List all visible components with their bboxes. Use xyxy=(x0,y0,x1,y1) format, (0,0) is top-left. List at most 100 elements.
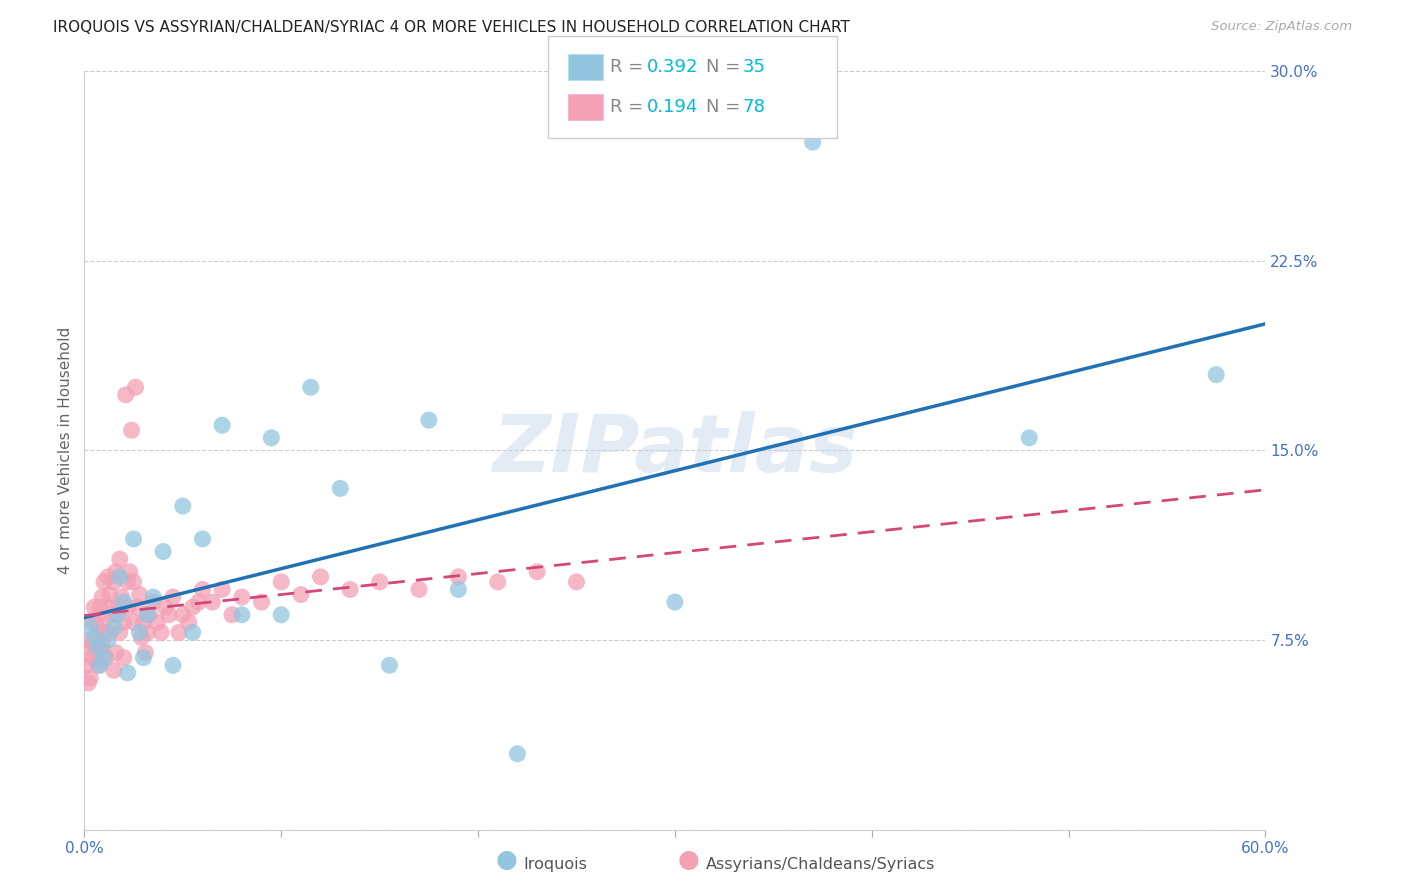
Point xyxy=(506,747,529,761)
Point xyxy=(299,380,322,394)
Point xyxy=(526,565,548,579)
Point xyxy=(211,418,233,433)
Point xyxy=(87,640,110,655)
Point xyxy=(664,595,686,609)
Point xyxy=(121,423,143,437)
Point xyxy=(87,625,110,640)
Text: 0.392: 0.392 xyxy=(647,58,699,76)
Text: 35: 35 xyxy=(742,58,765,76)
Point xyxy=(82,615,104,630)
Point xyxy=(231,590,253,604)
Text: IROQUOIS VS ASSYRIAN/CHALDEAN/SYRIAC 4 OR MORE VEHICLES IN HOUSEHOLD CORRELATION: IROQUOIS VS ASSYRIAN/CHALDEAN/SYRIAC 4 O… xyxy=(53,20,851,35)
Point xyxy=(221,607,243,622)
Point xyxy=(104,565,127,579)
Point xyxy=(146,615,169,630)
Point xyxy=(93,625,115,640)
Point xyxy=(162,658,184,673)
Point xyxy=(150,625,173,640)
Point xyxy=(128,588,150,602)
Point xyxy=(128,625,150,640)
Point xyxy=(87,658,110,673)
Point xyxy=(112,595,135,609)
Point xyxy=(187,595,209,609)
Point xyxy=(108,625,131,640)
Point xyxy=(108,552,131,566)
Point xyxy=(447,582,470,597)
Point xyxy=(122,532,145,546)
Point xyxy=(83,631,105,645)
Point xyxy=(211,582,233,597)
Text: ZIPatlas: ZIPatlas xyxy=(492,411,858,490)
Point xyxy=(98,588,121,602)
Point xyxy=(98,625,121,640)
Point xyxy=(486,574,509,589)
Point xyxy=(89,600,111,615)
Point xyxy=(309,570,332,584)
Point xyxy=(79,633,101,648)
Point xyxy=(108,570,131,584)
Point xyxy=(339,582,361,597)
Point xyxy=(103,664,125,678)
Y-axis label: 4 or more Vehicles in Household: 4 or more Vehicles in Household xyxy=(58,326,73,574)
Point xyxy=(191,532,214,546)
Point xyxy=(172,499,194,513)
Point xyxy=(97,600,120,615)
Point xyxy=(142,590,165,604)
Text: R =: R = xyxy=(610,98,650,116)
Point xyxy=(408,582,430,597)
Text: Iroquois: Iroquois xyxy=(523,857,586,872)
Text: Assyrians/Chaldeans/Syriacs: Assyrians/Chaldeans/Syriacs xyxy=(706,857,935,872)
Point xyxy=(77,676,100,690)
Point xyxy=(157,607,180,622)
Point xyxy=(191,582,214,597)
Point xyxy=(260,431,283,445)
Point xyxy=(118,565,141,579)
Point xyxy=(1018,431,1040,445)
Point xyxy=(83,600,105,615)
Point xyxy=(270,574,292,589)
Point xyxy=(122,574,145,589)
Point xyxy=(447,570,470,584)
Point xyxy=(172,607,194,622)
Point xyxy=(93,574,115,589)
Point xyxy=(91,638,114,652)
Point xyxy=(132,615,155,630)
Point xyxy=(250,595,273,609)
Text: N =: N = xyxy=(706,58,745,76)
Point xyxy=(107,600,129,615)
Point xyxy=(94,650,117,665)
Point xyxy=(418,413,440,427)
Text: ●: ● xyxy=(495,848,517,872)
Point xyxy=(201,595,224,609)
Point xyxy=(378,658,401,673)
Point xyxy=(138,607,160,622)
Point xyxy=(122,615,145,630)
Point xyxy=(231,607,253,622)
Text: R =: R = xyxy=(610,58,650,76)
Point xyxy=(93,650,115,665)
Point xyxy=(101,607,124,622)
Text: Source: ZipAtlas.com: Source: ZipAtlas.com xyxy=(1212,20,1353,33)
Point xyxy=(107,607,129,622)
Point xyxy=(136,607,159,622)
Point xyxy=(112,615,135,630)
Point xyxy=(84,646,107,660)
Point xyxy=(142,595,165,609)
Point xyxy=(77,640,100,655)
Point xyxy=(114,388,136,402)
Point xyxy=(103,620,125,634)
Point xyxy=(131,631,153,645)
Point xyxy=(94,613,117,627)
Point xyxy=(82,650,104,665)
Point xyxy=(117,665,139,680)
Point xyxy=(181,625,204,640)
Text: N =: N = xyxy=(706,98,745,116)
Point xyxy=(111,590,134,604)
Point xyxy=(134,646,156,660)
Point xyxy=(153,600,176,615)
Point xyxy=(117,600,139,615)
Point xyxy=(124,380,146,394)
Point xyxy=(79,620,101,634)
Point xyxy=(97,633,120,648)
Point xyxy=(152,544,174,558)
